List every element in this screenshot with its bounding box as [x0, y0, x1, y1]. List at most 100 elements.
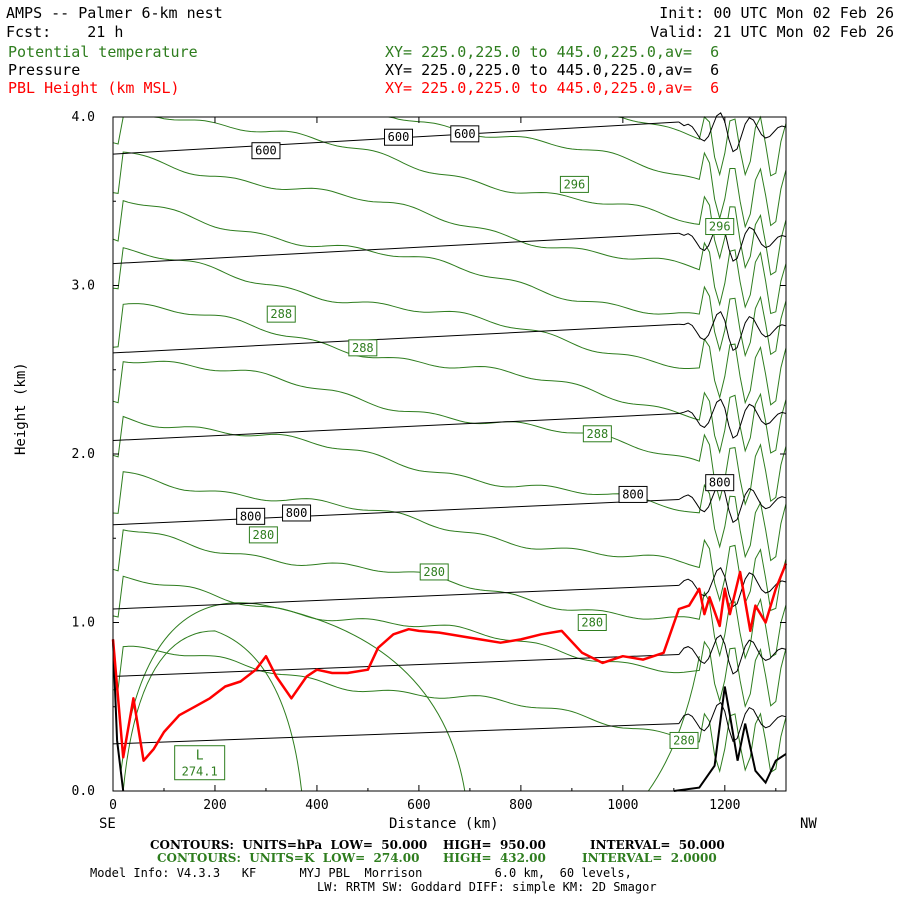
- pressure-label-box: [282, 504, 312, 522]
- theta-contour: [112, 360, 787, 506]
- theta-label-box: [248, 526, 278, 544]
- pressure-contour-info-interval: INTERVAL= 50.000: [590, 838, 725, 852]
- pressure-isobar: [112, 723, 679, 745]
- theta-contour: [122, 630, 303, 792]
- x-tick-label: 400: [305, 798, 328, 813]
- theta-contour: [112, 247, 787, 406]
- theta-label: 280: [253, 528, 275, 542]
- theta-label-box: [348, 339, 378, 357]
- theta-contour-info-interval: INTERVAL= 2.0000: [582, 851, 717, 865]
- theta-label: 288: [587, 427, 609, 441]
- y-axis-label: Height (km): [13, 362, 29, 455]
- y-tick-label: 2.0: [72, 447, 95, 462]
- xy-pbl-height: XY= 225.0,225.0 to 445.0,225.0,av= 6: [385, 79, 720, 97]
- pressure-label-box: [450, 125, 480, 143]
- pressure-isobar: [112, 584, 679, 610]
- valid-time: Valid: 21 UTC Mon 02 Feb 26: [650, 23, 894, 41]
- pressure-isobar: [678, 112, 787, 153]
- plot-frame: [112, 116, 787, 792]
- x-tick-label: 1200: [709, 798, 740, 813]
- theta-contour: [112, 200, 787, 358]
- pressure-label-box: [236, 507, 266, 525]
- y-tick-label: 4.0: [72, 110, 95, 125]
- y-tick-label: 1.0: [72, 616, 95, 631]
- pressure-contour-info-high: HIGH= 950.00: [443, 838, 546, 852]
- field-potential-temperature: Potential temperature: [8, 43, 198, 61]
- low-marker-letter: L: [196, 749, 204, 764]
- pressure-label: 800: [709, 476, 731, 490]
- x-tick-label: 200: [203, 798, 226, 813]
- theta-label: 280: [581, 616, 603, 630]
- pressure-label: 600: [454, 127, 476, 141]
- pressure-contours: [112, 112, 787, 745]
- x-axis-label: Distance (km): [389, 816, 499, 832]
- init-time: Init: 00 UTC Mon 02 Feb 26: [659, 4, 894, 22]
- low-marker-box: [174, 745, 226, 781]
- theta-contour: [112, 151, 787, 315]
- pressure-isobar: [112, 323, 679, 354]
- theta-contour: [112, 415, 787, 562]
- theta-label-box: [705, 218, 735, 236]
- theta-label: 288: [270, 307, 292, 321]
- x-tick-label: 0: [109, 798, 117, 813]
- pressure-isobar: [678, 482, 787, 524]
- theta-label: 296: [564, 177, 586, 191]
- pressure-label-box: [251, 142, 281, 160]
- theta-contour: [120, 602, 466, 792]
- field-pressure: Pressure: [8, 61, 81, 79]
- pressure-isobar: [678, 221, 787, 262]
- theta-contour-info-low: CONTOURS: UNITS=K LOW= 274.00: [157, 851, 420, 865]
- theta-contour-info-high: HIGH= 432.00: [443, 851, 546, 865]
- theta-label: 280: [423, 565, 445, 579]
- pressure-label-box: [705, 474, 735, 492]
- model-info: Model Info: V4.3.3 KF MYJ PBL Morrison 6…: [90, 866, 632, 880]
- theta-label: 288: [352, 341, 374, 355]
- pressure-label: 800: [240, 509, 262, 523]
- pressure-label: 800: [622, 487, 644, 501]
- pressure-label: 600: [388, 130, 410, 144]
- field-pbl-height: PBL Height (km MSL): [8, 79, 180, 97]
- theta-label-box: [669, 731, 699, 749]
- terrain-line: [673, 686, 787, 792]
- theta-label-box: [266, 305, 296, 323]
- pbl-height-series: [111, 563, 788, 762]
- pressure-label-box: [384, 128, 414, 146]
- y-tick-label: 0.0: [72, 784, 95, 799]
- theta-label-box: [559, 175, 589, 193]
- xy-pressure: XY= 225.0,225.0 to 445.0,225.0,av= 6: [385, 61, 720, 79]
- contour-labels: 600 600 600 800 800 800 800 296 296 288 288 288 280 2…: [174, 125, 735, 781]
- pressure-isobar: [678, 634, 787, 675]
- left-end-label: SE: [99, 816, 116, 832]
- y-tick-label: 3.0: [72, 279, 95, 294]
- x-tick-label: 600: [407, 798, 430, 813]
- pressure-isobar: [112, 413, 679, 442]
- theta-contour: [112, 116, 787, 276]
- theta-label: 280: [673, 733, 695, 747]
- pressure-isobar: [678, 701, 787, 743]
- pressure-isobar: [678, 398, 787, 439]
- theta-label-box: [582, 425, 612, 443]
- chart-title: AMPS -- Palmer 6-km nest: [6, 4, 223, 22]
- right-end-label: NW: [800, 816, 817, 832]
- theta-contour: [112, 575, 787, 709]
- theta-label-box: [419, 563, 449, 581]
- pressure-label-box: [618, 485, 648, 503]
- theta-contour: [112, 471, 787, 612]
- x-tick-label: 1000: [607, 798, 638, 813]
- pressure-label: 800: [286, 506, 308, 520]
- x-tick-label: 800: [509, 798, 532, 813]
- pressure-contour-info-low: CONTOURS: UNITS=hPa LOW= 50.000: [150, 838, 428, 852]
- theta-contour: [112, 303, 787, 455]
- theta-label-box: [577, 614, 607, 631]
- theta-contour: [112, 529, 787, 660]
- pbl-height-line: [111, 563, 788, 762]
- low-marker-value: 274.1: [182, 765, 218, 779]
- pressure-isobar: [678, 310, 787, 352]
- xy-potential-temperature: XY= 225.0,225.0 to 445.0,225.0,av= 6: [385, 43, 720, 61]
- pressure-isobar: [112, 232, 679, 265]
- theta-label: 296: [709, 220, 731, 234]
- model-physics: LW: RRTM SW: Goddard DIFF: simple KM: 2D…: [317, 880, 657, 894]
- axes: 0 200 400 600 800 1000 1200 0.0 1.0 2.0 3.0 4.0: [72, 110, 786, 813]
- forecast-hour: Fcst: 21 h: [6, 23, 124, 41]
